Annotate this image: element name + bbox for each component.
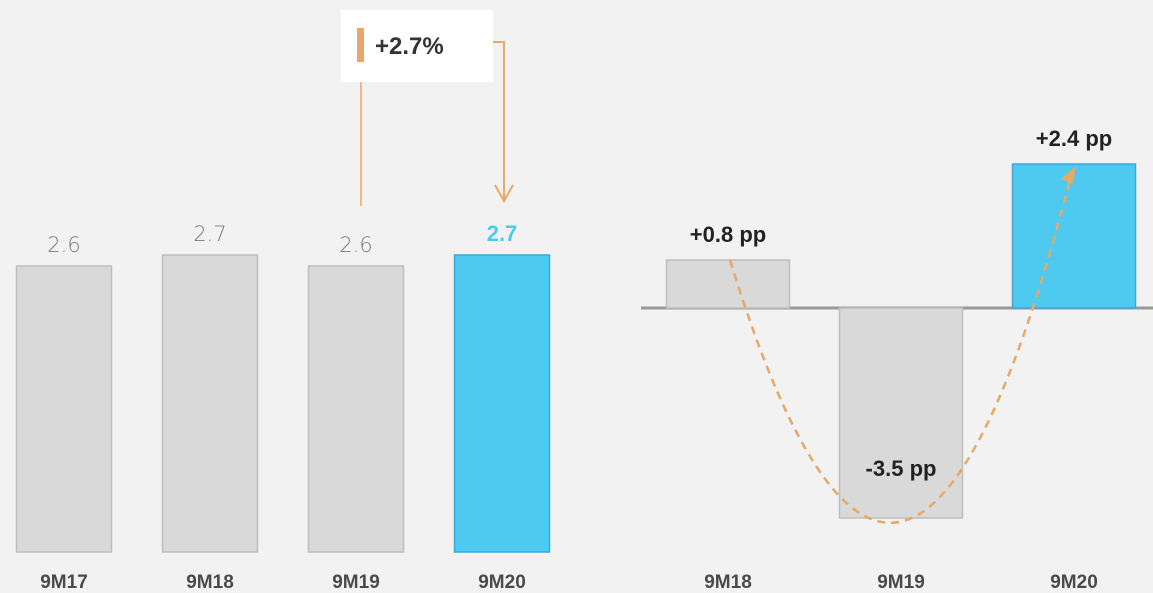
callout-connector-right (493, 41, 505, 199)
trend-arrowhead (1061, 166, 1076, 184)
trend-dashed-curve (728, 179, 1072, 524)
category-label-9M17: 9M17 (40, 572, 88, 593)
bar-9M20 (453, 254, 551, 553)
delta-label-9M18: +0.8 pp (690, 222, 766, 247)
callout-label: +2.7% (375, 33, 444, 60)
category-label-9M20: 9M20 (478, 572, 526, 593)
delta-bar-9M18 (665, 259, 791, 309)
value-label-9M17: 2.6 (47, 233, 80, 257)
growth-callout: +2.7% (341, 10, 514, 206)
delta-bar-9M20 (1011, 163, 1137, 309)
bar-9M17 (15, 265, 113, 553)
right-delta-chart: +0.8 pp 9M18 -3.5 pp 9M19 +2.4 pp 9M20 (641, 126, 1153, 593)
value-label-9M19: 2.6 (339, 233, 372, 257)
bar-9M19 (307, 265, 405, 553)
delta-bar-9M19 (838, 307, 964, 519)
left-bar-chart: 2.6 9M17 2.7 9M18 2.6 9M19 2.7 9M20 (15, 221, 551, 593)
category-label-9M19: 9M19 (332, 572, 380, 593)
callout-arrowhead (494, 184, 514, 204)
delta-category-label-9M18: 9M18 (704, 572, 752, 593)
delta-category-label-9M19: 9M19 (877, 572, 925, 593)
value-label-9M20: 2.7 (487, 221, 518, 246)
category-label-9M18: 9M18 (186, 572, 234, 593)
delta-label-9M19: -3.5 pp (866, 456, 937, 481)
callout-accent-bar (357, 28, 364, 62)
delta-category-label-9M20: 9M20 (1050, 572, 1098, 593)
callout-box (341, 10, 493, 82)
delta-label-9M20: +2.4 pp (1036, 126, 1112, 151)
bar-9M18 (161, 254, 259, 553)
value-label-9M18: 2.7 (193, 222, 226, 246)
